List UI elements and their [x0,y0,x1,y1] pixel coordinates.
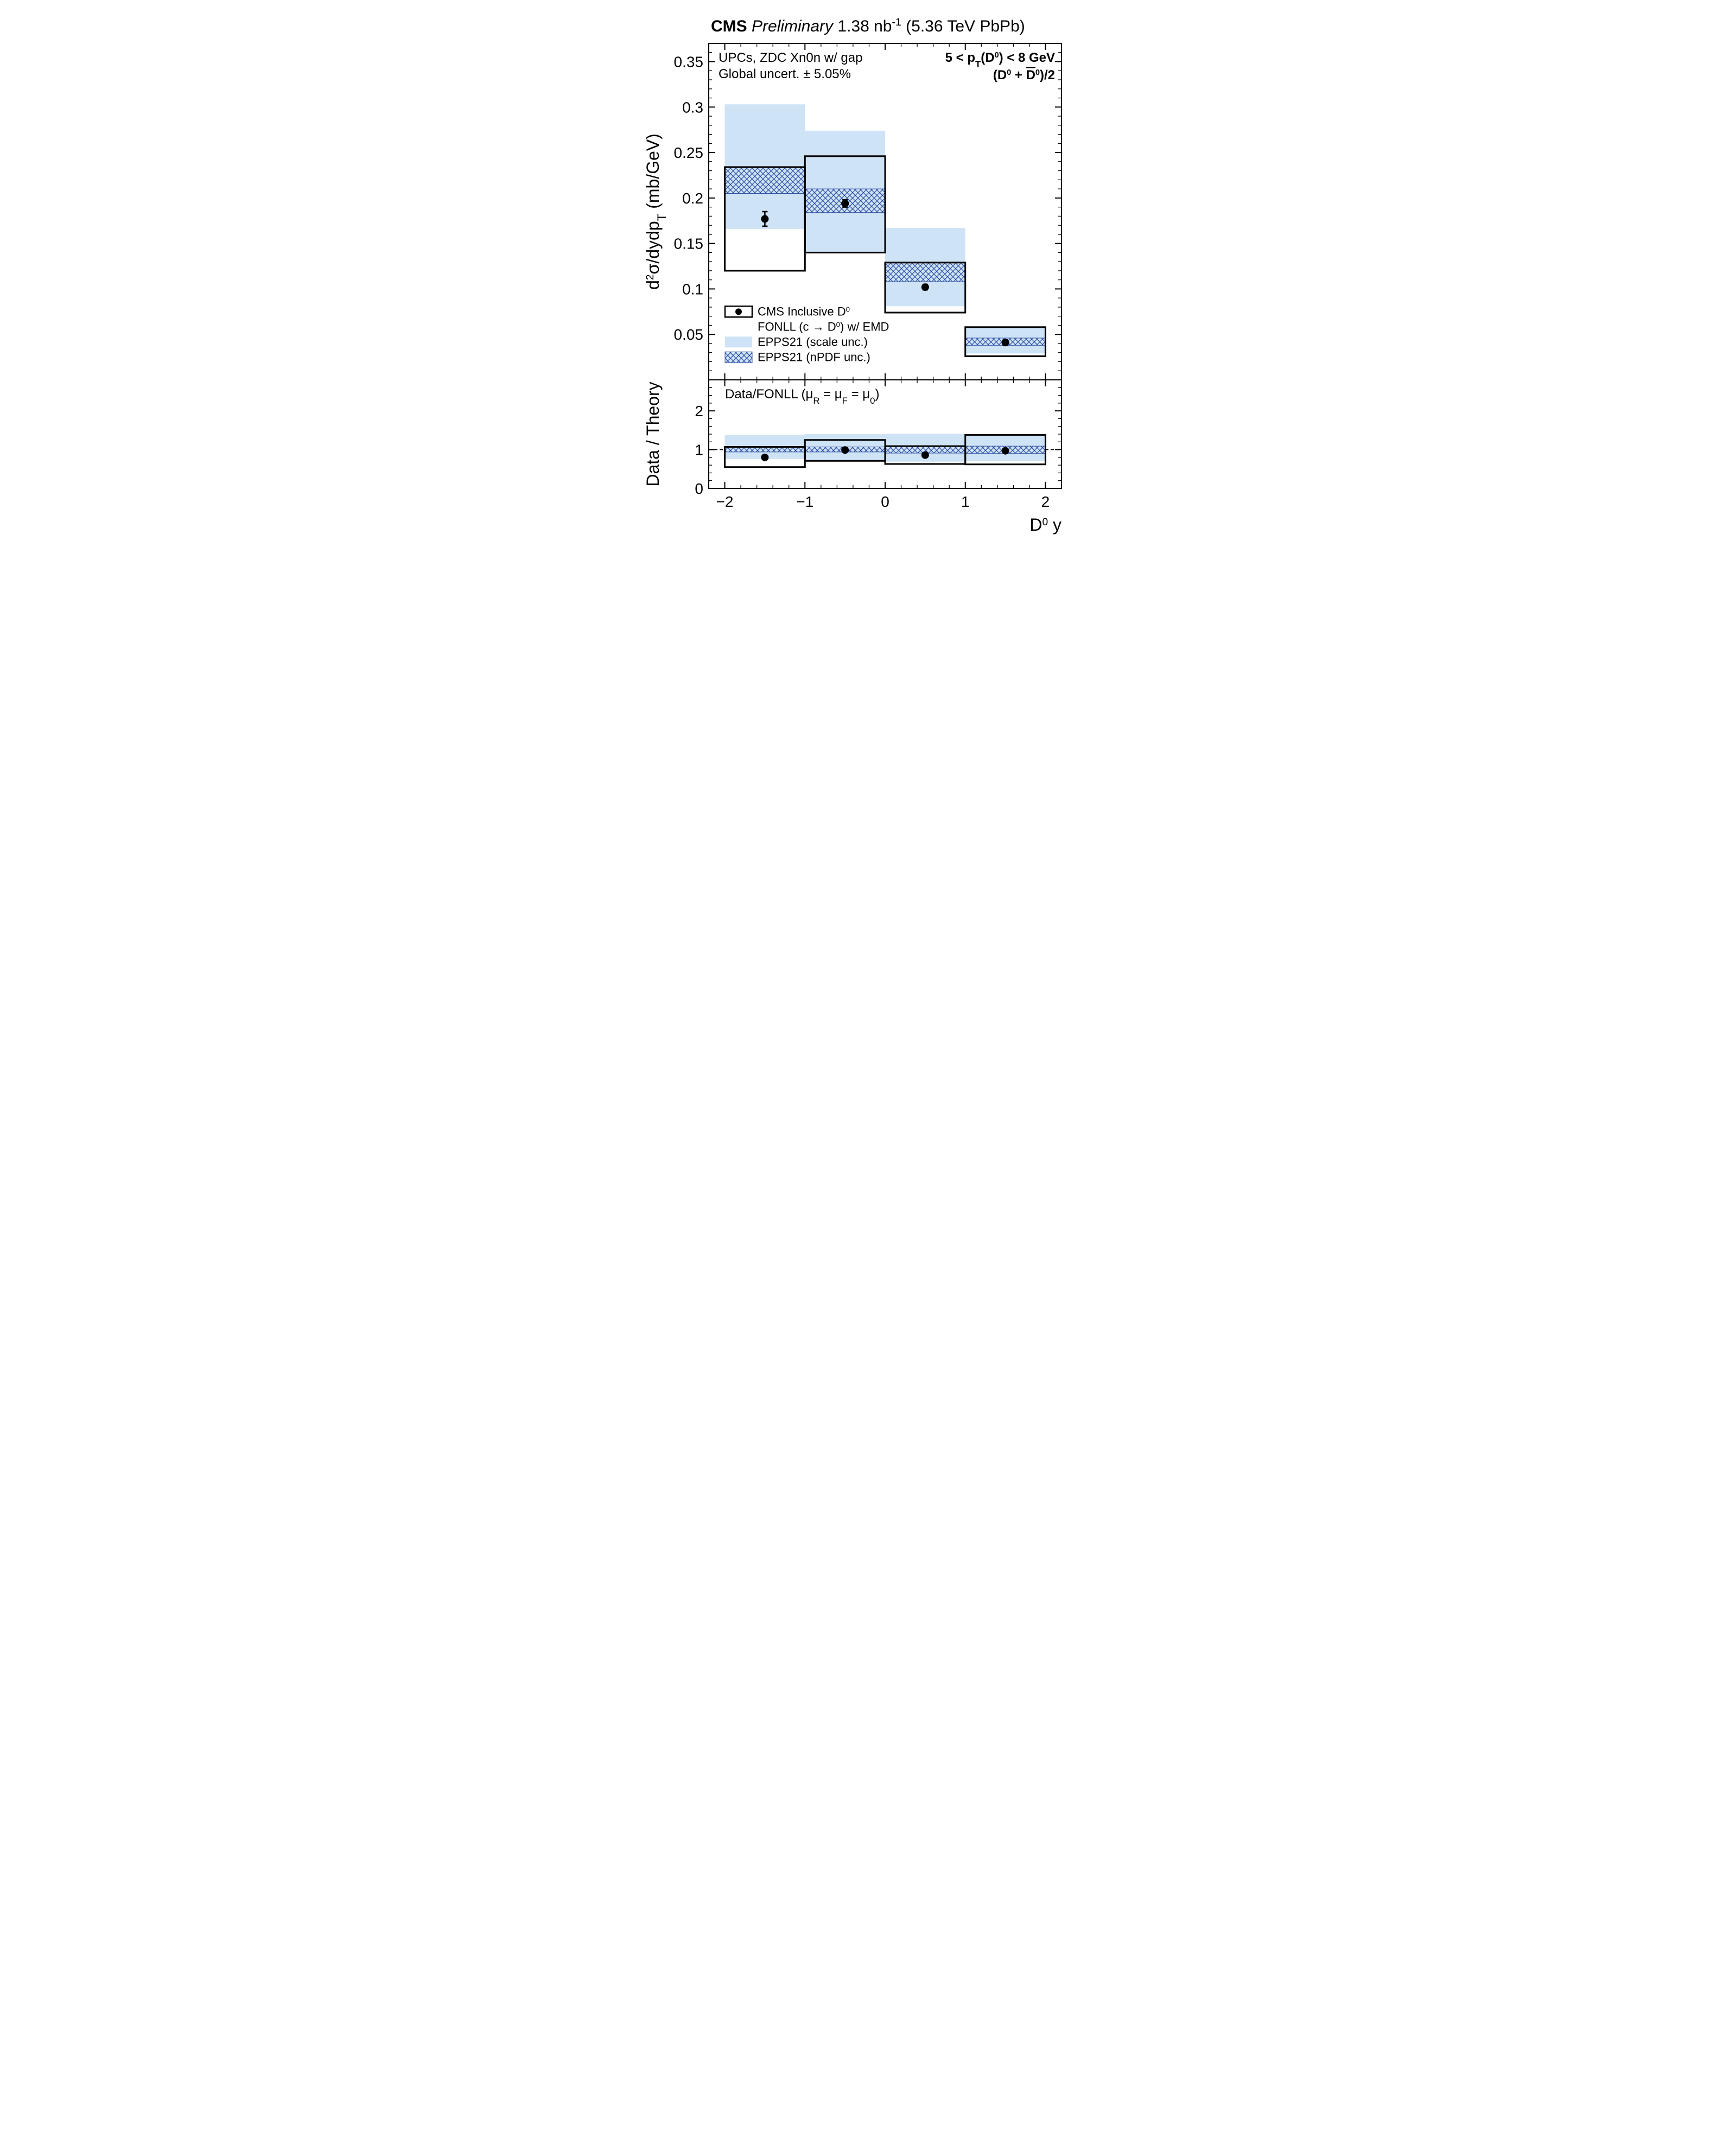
ytick-label: 0.35 [673,54,703,71]
legend-scale-icon [725,336,752,347]
ytick-label: 1 [695,442,703,459]
d0-average-annotation: (D0 + D0)/2 [993,68,1054,82]
xtick-label: −1 [796,493,813,510]
ytick-label: 0 [695,480,703,497]
lower-panel-content [709,434,1061,467]
ytick-label: 0.05 [673,326,703,343]
data-point [921,283,929,291]
legend-fonll-label: FONLL (c → D0) w/ EMD [758,320,889,333]
global-unc-annotation: Global uncert. ± 5.05% [719,67,851,81]
data-point [1001,339,1009,346]
ratio-annotation: Data/FONLL (μR = μF = μ0) [725,387,879,406]
data-point [841,446,849,454]
chart-svg: CMS Preliminary 1.38 nb-1 (5.36 TeV PbPb… [638,11,1072,558]
xtick-label: −2 [716,493,733,510]
ytick-label: 0.2 [682,190,703,207]
legend-data-label: CMS Inclusive D0 [758,304,850,318]
ytick-label: 0.1 [682,281,703,297]
data-point [1001,447,1009,455]
xtick-label: 1 [961,493,969,510]
legend-scale-label: EPPS21 (scale unc.) [758,335,868,348]
legend-marker-icon [735,308,742,315]
legend-npdf-label: EPPS21 (nPDF unc.) [758,350,870,364]
ytick-label: 0.15 [673,236,703,252]
upper-panel-content [724,104,1045,356]
data-point [841,200,849,207]
header-text: CMS Preliminary 1.38 nb-1 (5.36 TeV PbPb… [711,16,1025,35]
upper-ylabel: d2σ/dydpT (mb/GeV) [643,133,669,290]
chart-container: CMS Preliminary 1.38 nb-1 (5.36 TeV PbPb… [638,11,1072,558]
legend-npdf-icon [725,352,752,362]
ytick-label: 2 [695,403,703,419]
data-point [921,451,929,459]
upc-annotation: UPCs, ZDC Xn0n w/ gap [719,50,862,65]
xlabel: D0 y [1029,515,1061,535]
npdf-band [724,167,805,194]
ytick-label: 0.25 [673,144,703,161]
pt-range-annotation: 5 < pT(D0) < 8 GeV [945,50,1054,69]
xtick-label: 2 [1041,493,1050,510]
data-point [761,454,768,461]
ytick-label: 0.3 [682,99,703,116]
xtick-label: 0 [881,493,889,510]
npdf-band [885,263,965,282]
data-point [761,215,768,222]
lower-ylabel: Data / Theory [643,381,663,486]
